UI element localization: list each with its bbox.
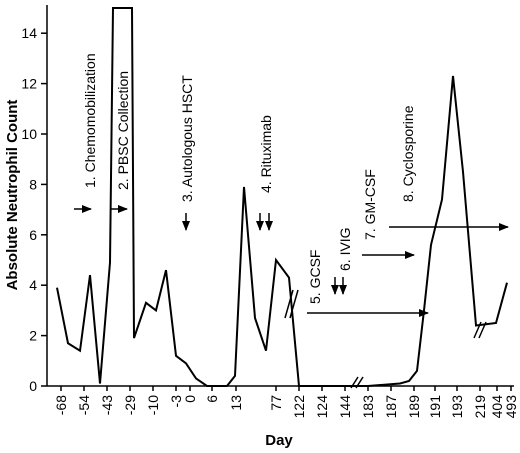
x-tick-label: -68 xyxy=(53,395,69,415)
y-ticks: 0 2 4 6 8 10 12 14 xyxy=(21,25,47,394)
annotation-label: 4. Rituximab xyxy=(258,115,274,193)
x-tick-label: 187 xyxy=(383,395,399,419)
x-tick-label: 0 xyxy=(182,395,198,403)
annotation-label: 2. PBSC Collection xyxy=(115,71,131,190)
y-tick-label: 14 xyxy=(21,25,37,41)
x-tick-label: 122 xyxy=(291,395,307,419)
annotations: 1. Chemomobilization 2. PBSC Collection 3.… xyxy=(74,53,509,317)
annotation-label: 5. GCSF xyxy=(307,250,323,304)
annotation-label: 3. Autologous HSCT xyxy=(179,75,195,202)
x-tick-label: 191 xyxy=(427,395,443,419)
x-tick-label: 124 xyxy=(314,395,330,419)
y-tick-label: 10 xyxy=(21,126,37,142)
x-tick-label: 6 xyxy=(204,395,220,403)
x-tick-label: 144 xyxy=(337,395,353,419)
y-tick-label: 4 xyxy=(29,277,37,293)
axes xyxy=(46,5,514,387)
y-axis-title: Absolute Neutrophil Count xyxy=(4,100,21,291)
x-tick-label: -29 xyxy=(122,395,138,415)
y-tick-label: 8 xyxy=(29,176,37,192)
y-tick-label: 2 xyxy=(29,328,37,344)
x-tick-label: 493 xyxy=(503,395,519,419)
x-tick-label: 404 xyxy=(489,395,505,419)
y-tick-label: 6 xyxy=(29,227,37,243)
x-tick-label: 183 xyxy=(360,395,376,419)
x-tick-label: 189 xyxy=(406,395,422,419)
x-tick-label: -10 xyxy=(145,395,161,415)
x-tick-label: -43 xyxy=(99,395,115,415)
axis-break-mark xyxy=(284,289,294,319)
x-axis-title: Day xyxy=(265,432,293,449)
x-ticks: -68 -54 -43 -29 -10 -30 6 13 77 122 124 144 183 187 18… xyxy=(53,386,519,418)
annotation-label: 7. GM-CSF xyxy=(362,169,378,240)
y-tick-label: 0 xyxy=(29,378,37,394)
x-tick-label: -54 xyxy=(76,395,92,415)
anc-series-line xyxy=(56,7,508,387)
x-tick-label: 13 xyxy=(228,395,244,411)
x-tick-label: 193 xyxy=(449,395,465,419)
annotation-label: 1. Chemomobilization xyxy=(82,53,98,188)
annotation-label: 8. Cyclosporine xyxy=(400,105,416,202)
annotation-label: 6. IVIG xyxy=(337,227,353,271)
x-tick-label: 219 xyxy=(472,395,488,419)
x-tick-label: 77 xyxy=(268,395,284,411)
y-tick-label: 12 xyxy=(21,76,37,92)
x-tick-label: -3 xyxy=(168,395,184,408)
